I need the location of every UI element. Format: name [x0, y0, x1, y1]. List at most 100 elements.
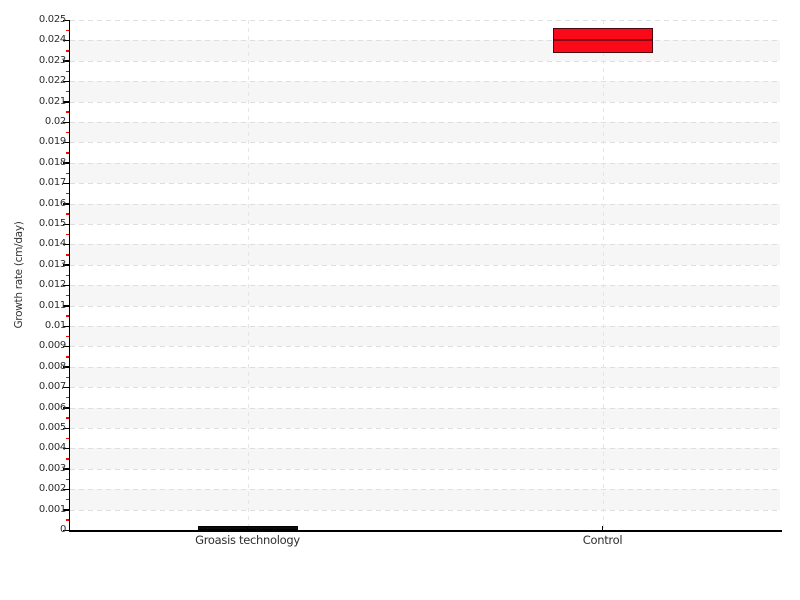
y-tick — [63, 162, 69, 164]
y-tick-label: 0.016 — [38, 197, 66, 209]
x-axis-line — [68, 530, 782, 532]
background-band — [70, 489, 780, 510]
y-minor-tick — [65, 478, 69, 480]
y-tick-label: 0.012 — [38, 279, 66, 291]
y-tick-label: 0.015 — [38, 218, 66, 229]
y-tick-label: 0.019 — [38, 136, 66, 148]
y-minor-tick — [65, 172, 69, 174]
y-minor-tick — [65, 519, 69, 521]
y-tick — [63, 407, 69, 409]
y-minor-tick — [65, 437, 69, 440]
background-band — [70, 407, 780, 428]
y-tick — [63, 488, 69, 491]
y-tick — [63, 427, 69, 429]
horizontal-gridline — [70, 101, 780, 103]
y-tick — [63, 529, 69, 531]
y-tick — [63, 284, 69, 287]
horizontal-gridline — [70, 60, 780, 62]
horizontal-gridline — [70, 366, 780, 368]
y-tick-label: 0.005 — [38, 422, 66, 433]
horizontal-gridline — [70, 183, 780, 185]
y-minor-tick — [65, 111, 69, 113]
y-minor-tick — [65, 417, 69, 419]
horizontal-gridline — [70, 428, 780, 429]
y-tick — [63, 223, 69, 225]
x-category-label: Control — [582, 533, 623, 547]
y-tick — [63, 101, 69, 103]
horizontal-gridline — [70, 407, 780, 409]
y-minor-tick — [65, 29, 69, 32]
background-band — [70, 448, 780, 469]
y-tick — [63, 39, 69, 42]
horizontal-gridline — [70, 162, 780, 164]
y-tick — [63, 305, 69, 307]
horizontal-gridline — [70, 244, 780, 246]
y-minor-tick — [65, 192, 69, 195]
y-tick — [63, 366, 69, 368]
y-tick — [63, 468, 69, 470]
y-tick-label: 0.009 — [38, 340, 66, 352]
plot-area — [70, 20, 780, 530]
horizontal-gridline — [70, 203, 780, 205]
horizontal-gridline — [70, 509, 780, 511]
horizontal-gridline — [70, 40, 780, 42]
y-tick-label: 0.013 — [38, 258, 66, 270]
box-control — [552, 28, 653, 53]
horizontal-gridline — [70, 285, 780, 287]
y-tick — [63, 141, 69, 144]
horizontal-gridline — [70, 122, 780, 123]
y-tick-label: 0.001 — [38, 503, 66, 515]
y-minor-tick — [65, 213, 69, 215]
y-tick-label: 0.008 — [38, 360, 66, 372]
y-axis-line — [68, 20, 70, 532]
y-tick — [63, 182, 69, 185]
y-tick-label: 0.007 — [38, 381, 66, 393]
y-minor-tick — [65, 274, 69, 276]
horizontal-gridline — [70, 387, 780, 389]
y-tick — [63, 386, 69, 389]
y-minor-tick — [65, 90, 69, 93]
y-tick-label: 0.018 — [38, 156, 66, 168]
y-tick-label: 0.004 — [38, 442, 66, 454]
horizontal-gridline — [70, 20, 780, 21]
y-tick-label: 0.02 — [44, 116, 66, 127]
background-band — [70, 366, 780, 388]
background-band — [70, 81, 780, 102]
horizontal-gridline — [70, 448, 780, 450]
y-tick-label: 0.021 — [38, 95, 66, 107]
background-band — [70, 122, 780, 143]
y-minor-tick — [65, 376, 69, 378]
y-tick — [63, 264, 69, 266]
y-minor-tick — [65, 315, 69, 317]
y-tick — [63, 447, 69, 450]
y-tick — [63, 19, 69, 21]
x-category-label: Groasis technology — [195, 533, 300, 547]
horizontal-gridline — [70, 142, 780, 144]
y-tick-label: 0.022 — [38, 75, 66, 87]
y-tick-label: 0.002 — [38, 483, 66, 495]
y-minor-tick — [65, 254, 69, 256]
y-tick-label: 0.017 — [38, 177, 66, 189]
background-band — [70, 326, 780, 347]
x-tick — [601, 526, 604, 531]
background-band — [70, 285, 780, 306]
y-minor-tick — [65, 498, 69, 501]
y-minor-tick — [65, 396, 69, 399]
background-band — [70, 40, 780, 61]
y-tick — [63, 345, 69, 348]
vertical-gridline — [247, 20, 249, 530]
background-band — [70, 244, 780, 265]
y-minor-tick — [65, 458, 69, 460]
y-minor-tick — [65, 152, 69, 154]
y-tick — [63, 243, 69, 246]
y-tick-label: 0.003 — [38, 462, 66, 474]
y-minor-tick — [65, 335, 69, 338]
background-band — [70, 203, 780, 224]
horizontal-gridline — [70, 468, 780, 470]
y-tick — [63, 203, 69, 205]
y-minor-tick — [65, 356, 69, 358]
horizontal-gridline — [70, 346, 780, 348]
y-tick — [63, 80, 69, 83]
y-minor-tick — [65, 233, 69, 236]
